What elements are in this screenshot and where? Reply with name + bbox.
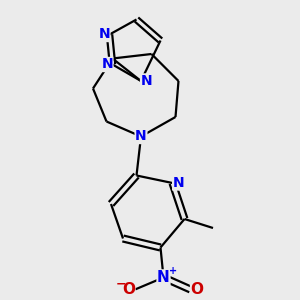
Text: N: N xyxy=(157,270,170,285)
Text: N: N xyxy=(135,130,147,143)
Text: O: O xyxy=(122,282,135,297)
Text: N: N xyxy=(141,74,152,88)
Text: N: N xyxy=(173,176,184,190)
Text: N: N xyxy=(98,28,110,41)
Text: +: + xyxy=(169,266,177,276)
Text: N: N xyxy=(101,58,113,71)
Text: −: − xyxy=(115,277,126,290)
Text: O: O xyxy=(190,282,204,297)
